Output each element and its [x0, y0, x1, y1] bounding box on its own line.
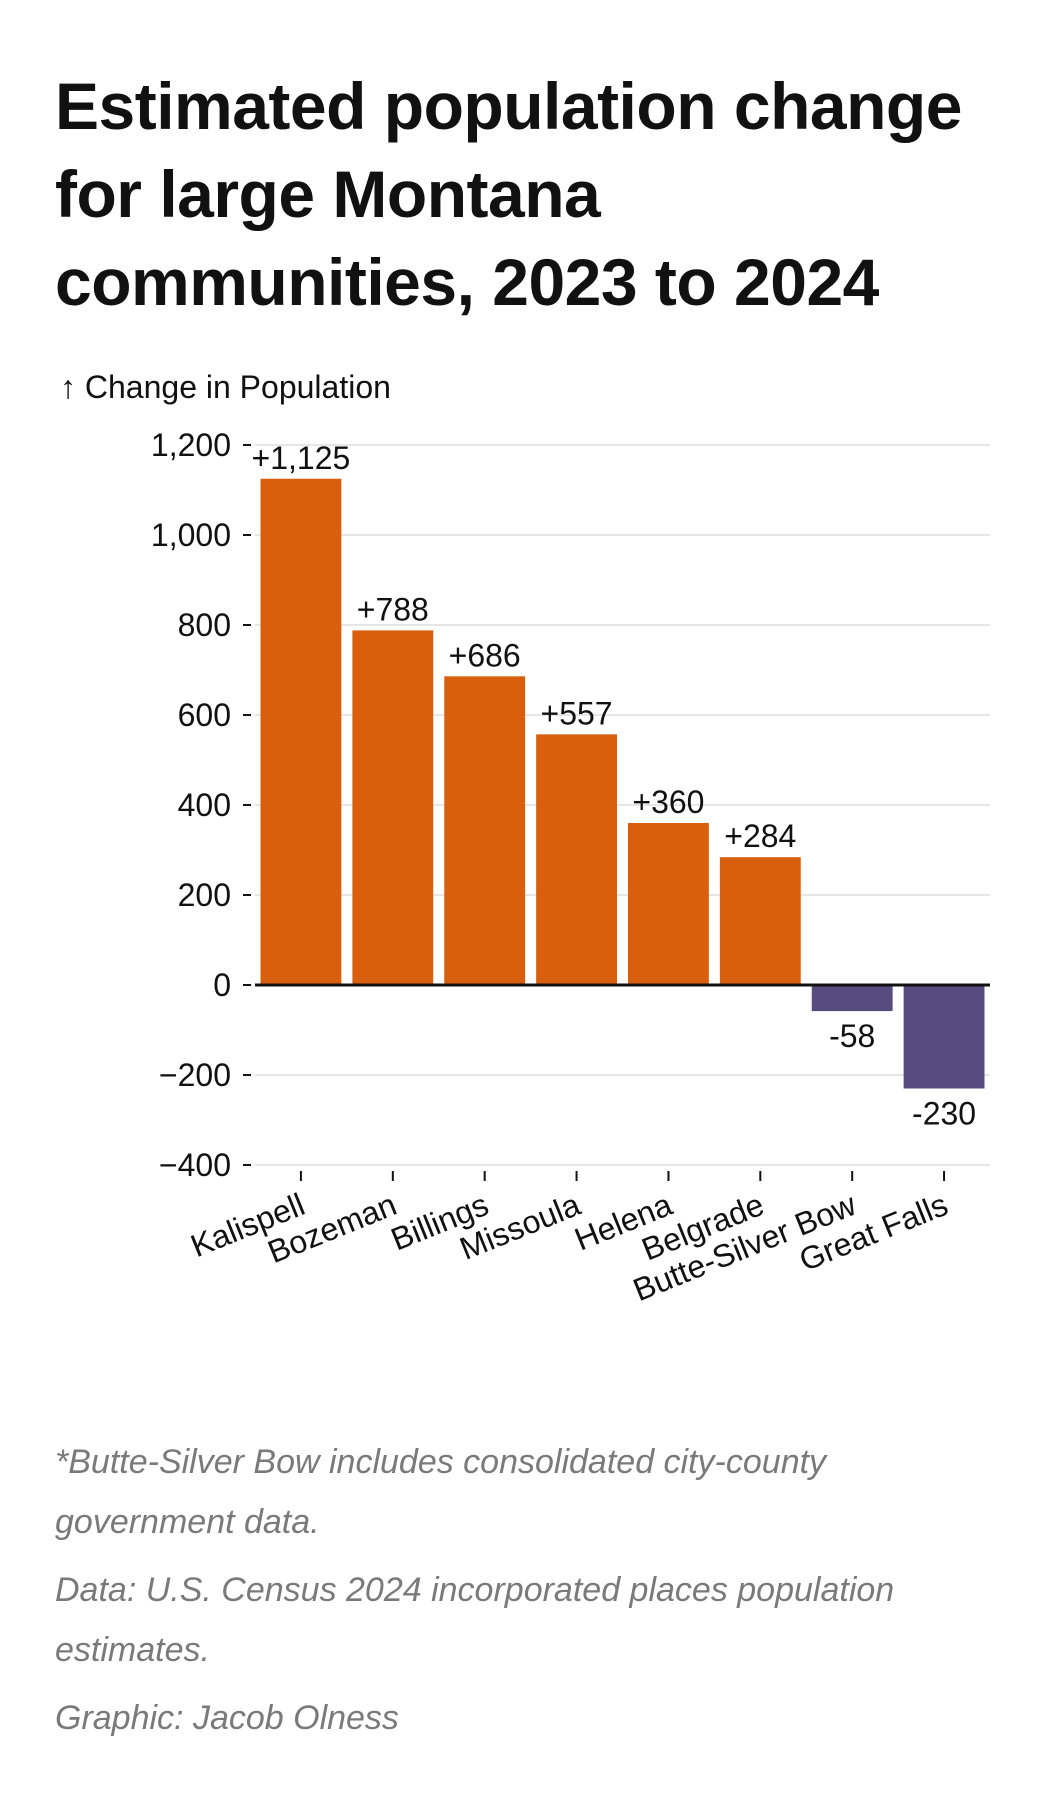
chart-title: Estimated population change for large Mo… — [55, 69, 962, 319]
bar — [903, 985, 985, 1089]
value-label: +360 — [632, 784, 704, 820]
y-tick-label: −400 — [159, 1147, 231, 1183]
y-tick-label: 1,200 — [151, 427, 231, 463]
bar-chart: ↑ Change in Population 1,200 1,000 800 600 40… — [60, 369, 990, 1308]
value-label: +788 — [357, 591, 429, 627]
value-label: +686 — [449, 637, 521, 673]
bar — [352, 630, 434, 985]
y-tick-label: 0 — [213, 967, 231, 1003]
value-label: -58 — [829, 1018, 875, 1054]
y-tick-label: 600 — [178, 697, 231, 733]
source-note: Data: U.S. Census 2024 incorporated plac… — [55, 1571, 895, 1669]
chart-notes: *Butte-Silver Bow includes consolidated … — [55, 1432, 1015, 1756]
y-tick-label: 1,000 — [151, 517, 231, 553]
credit-note: Graphic: Jacob Olness — [55, 1699, 399, 1737]
bar — [536, 734, 617, 985]
bar — [719, 857, 801, 985]
y-tick-label: 200 — [178, 877, 231, 913]
y-tick-label: 800 — [178, 607, 231, 643]
value-label: +1,125 — [252, 440, 351, 476]
bar — [444, 676, 526, 985]
y-tick-label: 400 — [178, 787, 231, 823]
y-axis-title: ↑ Change in Population — [60, 369, 391, 405]
value-label: -230 — [912, 1096, 976, 1132]
data-labels: +1,125 +788 +686 +557 +360 +284 -58 -230 — [252, 440, 977, 1132]
y-axis: ↑ Change in Population 1,200 1,000 800 600 40… — [60, 369, 391, 1183]
chart-area: ↑ Change in Population 1,200 1,000 800 600 40… — [0, 360, 1063, 1360]
bar — [260, 478, 342, 985]
y-tick-label: −200 — [159, 1057, 231, 1093]
x-axis: KalispellBozemanBillingsMissoulaHelenaBe… — [186, 1171, 953, 1308]
value-label: +557 — [541, 695, 613, 731]
bars — [255, 478, 990, 1089]
bar — [628, 823, 709, 985]
footnote: *Butte-Silver Bow includes consolidated … — [55, 1443, 827, 1541]
value-label: +284 — [724, 818, 796, 854]
bar — [811, 985, 893, 1012]
